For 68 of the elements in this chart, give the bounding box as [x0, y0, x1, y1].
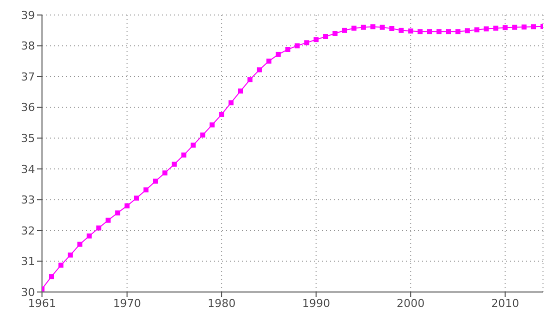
y-tick-label: 34: [21, 162, 35, 176]
point: [370, 24, 376, 30]
point: [228, 100, 234, 106]
point: [266, 58, 272, 64]
point: [294, 43, 300, 48]
point: [106, 218, 111, 223]
point: [512, 24, 518, 30]
point: [115, 210, 120, 216]
y-tick-label: 36: [21, 101, 35, 114]
point: [210, 122, 215, 128]
point: [124, 203, 130, 208]
point: [238, 88, 244, 94]
x-tick-label: 1980: [208, 296, 236, 310]
point: [162, 170, 168, 176]
point: [522, 24, 527, 30]
point: [134, 196, 140, 201]
point: [172, 162, 177, 167]
point: [323, 34, 328, 40]
point: [398, 28, 404, 33]
point: [351, 26, 356, 31]
point: [455, 29, 460, 34]
point: [446, 29, 451, 34]
y-tick-label: 30: [21, 286, 35, 299]
point: [531, 24, 536, 30]
point: [380, 24, 385, 30]
point: [190, 142, 196, 148]
point: [436, 29, 442, 34]
y-tick-label: 33: [21, 194, 35, 207]
point: [427, 29, 432, 34]
point: [247, 77, 252, 82]
y-tick-label: 39: [21, 8, 35, 22]
point: [143, 187, 148, 192]
point: [68, 252, 73, 258]
y-tick-label: 37: [21, 70, 35, 84]
point: [342, 28, 347, 33]
point: [484, 26, 489, 32]
x-tick-label: 1970: [113, 296, 142, 310]
x-tick-label: 1961: [28, 296, 56, 310]
point: [464, 28, 470, 34]
point: [389, 26, 394, 32]
point: [200, 132, 206, 138]
point: [285, 46, 290, 52]
point: [332, 30, 338, 36]
point: [256, 67, 262, 72]
point: [181, 152, 186, 158]
point: [276, 52, 281, 57]
point: [96, 225, 102, 230]
x-tick-label: 2000: [396, 296, 425, 310]
x-tick-label: 1990: [302, 296, 330, 310]
point: [152, 178, 158, 184]
y-tick-label: 32: [21, 224, 35, 238]
point: [58, 262, 64, 268]
point: [360, 24, 366, 30]
point: [86, 233, 92, 238]
point: [493, 26, 498, 31]
point: [77, 242, 82, 247]
point: [48, 274, 54, 280]
point: [304, 40, 310, 46]
point: [219, 112, 224, 117]
x-tick-label: 2010: [491, 296, 520, 310]
point: [502, 25, 508, 30]
point: [408, 28, 414, 34]
y-tick-label: 35: [21, 132, 35, 146]
y-tick-label: 31: [21, 255, 35, 268]
point: [474, 27, 480, 32]
point: [314, 37, 319, 42]
point: [418, 29, 423, 34]
y-tick-label: 38: [21, 40, 35, 53]
